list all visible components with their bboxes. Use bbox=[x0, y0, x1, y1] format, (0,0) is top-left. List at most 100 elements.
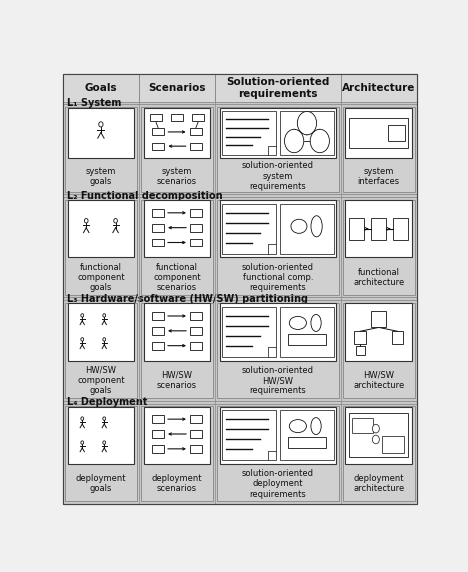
Bar bbox=[220, 303, 336, 360]
Text: functional
architecture: functional architecture bbox=[353, 268, 404, 287]
Bar bbox=[63, 74, 139, 102]
Bar bbox=[144, 108, 210, 158]
Bar bbox=[63, 102, 417, 105]
Bar bbox=[343, 303, 415, 398]
Bar bbox=[222, 307, 276, 357]
Bar bbox=[139, 74, 215, 102]
Text: deployment
goals: deployment goals bbox=[76, 474, 126, 494]
Bar bbox=[343, 107, 415, 192]
Circle shape bbox=[103, 337, 106, 341]
Text: HW/SW
scenarios: HW/SW scenarios bbox=[157, 371, 197, 390]
Bar bbox=[356, 345, 365, 355]
Bar bbox=[220, 407, 336, 464]
Bar bbox=[153, 430, 164, 438]
Bar bbox=[190, 430, 202, 438]
Circle shape bbox=[81, 441, 84, 444]
Bar bbox=[153, 445, 164, 453]
Bar bbox=[341, 74, 417, 102]
Text: deployment
architecture: deployment architecture bbox=[353, 474, 404, 494]
Text: L₂ Functional decomposition: L₂ Functional decomposition bbox=[67, 190, 223, 201]
Bar bbox=[67, 303, 134, 360]
Text: Goals: Goals bbox=[85, 83, 117, 93]
Text: Scenarios: Scenarios bbox=[148, 83, 206, 93]
Bar bbox=[345, 200, 412, 257]
Ellipse shape bbox=[311, 315, 321, 331]
Bar bbox=[150, 114, 161, 121]
Text: functional
component
scenarios: functional component scenarios bbox=[153, 263, 201, 292]
Bar bbox=[222, 110, 276, 156]
Bar bbox=[63, 197, 417, 297]
Circle shape bbox=[310, 129, 329, 153]
Bar bbox=[65, 303, 137, 398]
Bar bbox=[190, 341, 202, 349]
Bar bbox=[141, 200, 213, 295]
Bar bbox=[394, 218, 408, 240]
Bar bbox=[343, 406, 415, 501]
Ellipse shape bbox=[289, 316, 307, 329]
Text: solution-oriented
system
requirements: solution-oriented system requirements bbox=[242, 161, 314, 191]
Bar bbox=[190, 209, 202, 217]
Circle shape bbox=[297, 112, 316, 135]
Circle shape bbox=[373, 435, 380, 444]
Bar bbox=[392, 331, 403, 344]
Text: system
interfaces: system interfaces bbox=[358, 166, 400, 186]
Bar bbox=[141, 303, 213, 398]
Text: HW/SW
architecture: HW/SW architecture bbox=[353, 371, 404, 390]
Bar bbox=[222, 410, 276, 460]
Bar bbox=[280, 307, 334, 357]
Text: solution-oriented
deployment
requirements: solution-oriented deployment requirement… bbox=[242, 469, 314, 499]
Circle shape bbox=[103, 441, 106, 444]
Bar bbox=[280, 110, 334, 156]
Circle shape bbox=[99, 122, 103, 127]
Bar bbox=[354, 331, 366, 344]
Bar bbox=[141, 406, 213, 501]
Bar bbox=[217, 303, 338, 398]
Bar bbox=[171, 114, 183, 121]
Ellipse shape bbox=[311, 216, 322, 237]
Ellipse shape bbox=[291, 219, 307, 233]
Bar bbox=[343, 200, 415, 295]
Text: system
goals: system goals bbox=[86, 166, 116, 186]
Bar bbox=[65, 406, 137, 501]
Bar bbox=[153, 209, 164, 217]
Circle shape bbox=[373, 424, 380, 433]
Bar bbox=[190, 415, 202, 423]
Bar bbox=[190, 128, 202, 136]
Bar bbox=[153, 341, 164, 349]
Bar bbox=[144, 303, 210, 360]
Circle shape bbox=[103, 313, 106, 317]
Bar bbox=[217, 200, 338, 295]
Text: Solution-oriented
requirements: Solution-oriented requirements bbox=[226, 77, 329, 99]
Bar bbox=[63, 300, 417, 400]
Bar bbox=[153, 327, 164, 335]
Bar bbox=[190, 239, 202, 247]
Bar bbox=[190, 445, 202, 453]
Bar bbox=[280, 410, 334, 460]
Bar bbox=[65, 200, 137, 295]
Text: solution-oriented
functional comp.
requirements: solution-oriented functional comp. requi… bbox=[242, 263, 314, 292]
Bar bbox=[153, 128, 164, 136]
Bar bbox=[63, 105, 417, 194]
Bar bbox=[153, 239, 164, 247]
Bar bbox=[65, 107, 137, 192]
Bar bbox=[288, 437, 326, 448]
Bar bbox=[388, 125, 405, 141]
Ellipse shape bbox=[311, 418, 321, 435]
Text: functional
component
goals: functional component goals bbox=[77, 263, 124, 292]
Bar bbox=[153, 415, 164, 423]
Bar bbox=[280, 204, 334, 254]
Ellipse shape bbox=[289, 420, 307, 432]
Bar bbox=[288, 334, 326, 345]
Circle shape bbox=[285, 129, 304, 153]
Bar bbox=[350, 218, 364, 240]
Text: L₁ System: L₁ System bbox=[67, 98, 122, 108]
Bar bbox=[345, 108, 412, 158]
Bar bbox=[345, 303, 412, 360]
Circle shape bbox=[103, 417, 106, 420]
Bar bbox=[192, 114, 205, 121]
Bar bbox=[190, 327, 202, 335]
Bar bbox=[350, 414, 408, 457]
Circle shape bbox=[81, 337, 84, 341]
Bar bbox=[63, 194, 417, 197]
Text: deployment
scenarios: deployment scenarios bbox=[152, 474, 202, 494]
